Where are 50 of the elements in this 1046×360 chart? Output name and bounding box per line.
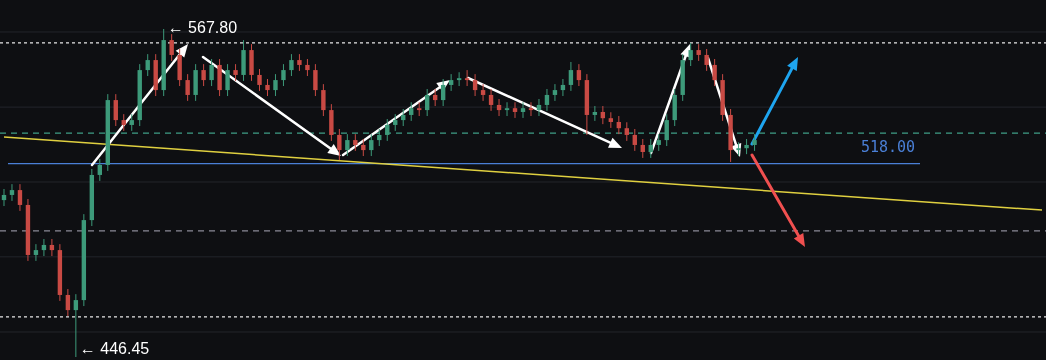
candlestick (97, 158, 103, 182)
candlestick (712, 58, 717, 87)
candlestick (648, 138, 653, 159)
candlestick (369, 133, 374, 157)
candlestick (504, 101, 510, 117)
candlestick (113, 93, 118, 127)
candlestick (624, 121, 629, 142)
candlestick (480, 83, 486, 102)
candlestick (456, 71, 462, 87)
candlestick (448, 73, 454, 92)
candlestick (520, 101, 526, 119)
candlestick (209, 58, 214, 87)
candlestick (225, 63, 230, 97)
candlestick (632, 128, 637, 152)
candlestick (273, 73, 278, 97)
annotation: ← 446.45 (79, 340, 150, 358)
candlestick (65, 288, 71, 317)
candlestick (552, 83, 558, 102)
candlestick (321, 83, 326, 117)
candlestick (409, 101, 414, 122)
candlestick (704, 48, 709, 72)
candlestick (592, 105, 598, 122)
ref-line-label: 518.00 (860, 137, 916, 156)
candlestick (440, 78, 446, 107)
candlestick (512, 101, 518, 119)
candlestick (488, 88, 494, 112)
candlestick (289, 53, 294, 77)
candlestick (337, 128, 342, 161)
candlestick (464, 69, 470, 87)
candlestick (17, 183, 23, 212)
candlestick (568, 61, 574, 92)
candlestick (528, 101, 534, 117)
candlestick (424, 88, 430, 117)
candlestick (33, 243, 39, 262)
candlestick (345, 133, 350, 157)
candlestick (9, 183, 15, 202)
candlestick (257, 68, 262, 92)
annotation: ← 567.80 (167, 19, 238, 37)
candlestick (169, 33, 174, 62)
candlestick (472, 73, 478, 97)
candlestick (640, 138, 645, 159)
candlestick (313, 63, 318, 97)
candlestick (544, 88, 550, 112)
candlestick (576, 63, 582, 87)
candlestick (281, 63, 286, 87)
candlestick (73, 293, 79, 358)
candlestick (185, 73, 190, 102)
candlestick (688, 42, 693, 67)
candlestick (145, 53, 150, 77)
candlestick (201, 63, 206, 87)
